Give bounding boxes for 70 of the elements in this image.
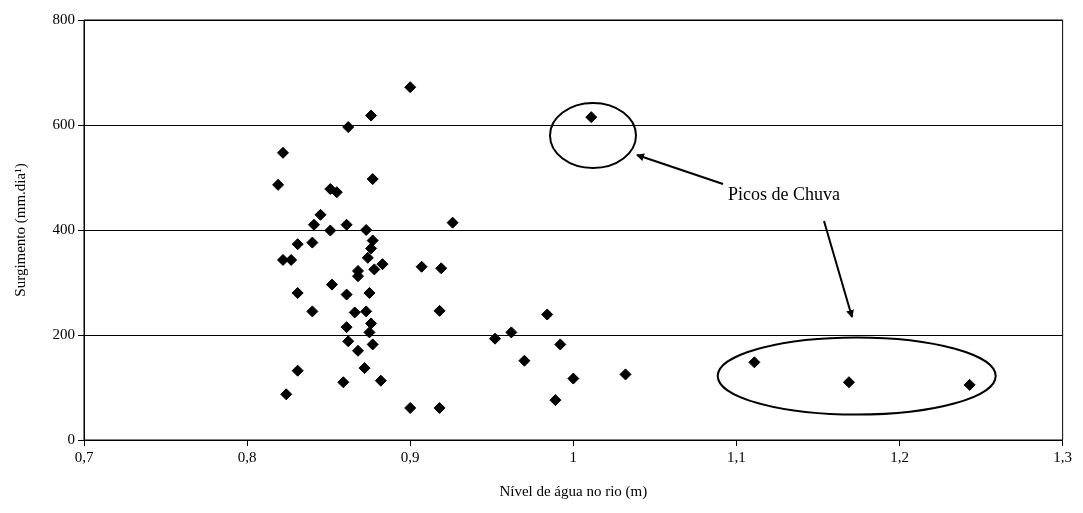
point bbox=[404, 81, 417, 94]
point bbox=[619, 368, 632, 381]
point bbox=[585, 111, 598, 124]
point bbox=[567, 372, 580, 385]
annotation: Picos de Chuva bbox=[728, 184, 840, 205]
point bbox=[363, 287, 376, 299]
y-axis-title: Surgimento (mm.dia¹) bbox=[11, 163, 29, 297]
point bbox=[549, 394, 562, 407]
point bbox=[348, 306, 361, 319]
point bbox=[518, 354, 531, 367]
point bbox=[276, 146, 289, 159]
point bbox=[352, 344, 365, 357]
point bbox=[435, 262, 448, 275]
point bbox=[285, 253, 298, 266]
y-tick-label: 0 bbox=[67, 430, 75, 447]
x-tick-label: 0,9 bbox=[400, 448, 420, 465]
x-tick-label: 0,8 bbox=[237, 448, 257, 465]
point bbox=[306, 305, 319, 318]
point bbox=[842, 376, 855, 389]
point bbox=[433, 304, 446, 317]
y-tick-label: 800 bbox=[52, 10, 75, 27]
y-tick-label: 200 bbox=[52, 325, 75, 342]
point bbox=[276, 253, 289, 266]
point bbox=[376, 258, 389, 271]
point bbox=[291, 364, 304, 377]
point bbox=[554, 338, 567, 351]
point bbox=[324, 224, 337, 237]
x-axis-title: Nível de água no rio (m) bbox=[499, 482, 648, 500]
x-tick-label: 1 bbox=[569, 448, 578, 465]
point bbox=[314, 208, 327, 221]
x-tick-label: 1,1 bbox=[727, 448, 746, 465]
point bbox=[433, 401, 446, 414]
point bbox=[366, 173, 379, 186]
point bbox=[325, 278, 338, 291]
point bbox=[307, 218, 320, 231]
point bbox=[358, 362, 371, 375]
point bbox=[748, 356, 761, 369]
point bbox=[368, 263, 381, 276]
x-tick-label: 1,3 bbox=[1053, 448, 1072, 465]
point bbox=[365, 109, 378, 122]
point bbox=[340, 321, 353, 334]
point bbox=[272, 178, 285, 191]
point bbox=[291, 238, 304, 251]
point bbox=[415, 260, 428, 273]
point bbox=[280, 388, 293, 401]
point bbox=[446, 216, 459, 229]
point bbox=[404, 401, 417, 414]
point bbox=[337, 376, 350, 389]
x-tick-label: 1,2 bbox=[890, 448, 909, 465]
point bbox=[505, 326, 518, 339]
point bbox=[360, 224, 373, 236]
point bbox=[365, 317, 378, 330]
point bbox=[340, 288, 353, 301]
point bbox=[361, 251, 374, 264]
point bbox=[541, 308, 554, 321]
point bbox=[360, 305, 373, 318]
point bbox=[342, 121, 355, 134]
point bbox=[306, 236, 319, 249]
point bbox=[963, 378, 976, 391]
point bbox=[363, 326, 376, 339]
point bbox=[342, 335, 355, 348]
x-tick-label: 0,7 bbox=[74, 448, 94, 465]
point bbox=[365, 242, 378, 255]
point bbox=[374, 374, 387, 387]
y-tick-label: 600 bbox=[52, 115, 75, 132]
point bbox=[489, 332, 502, 345]
point bbox=[291, 287, 304, 299]
point bbox=[340, 218, 353, 231]
y-tick-label: 400 bbox=[52, 220, 75, 237]
point bbox=[366, 338, 379, 351]
